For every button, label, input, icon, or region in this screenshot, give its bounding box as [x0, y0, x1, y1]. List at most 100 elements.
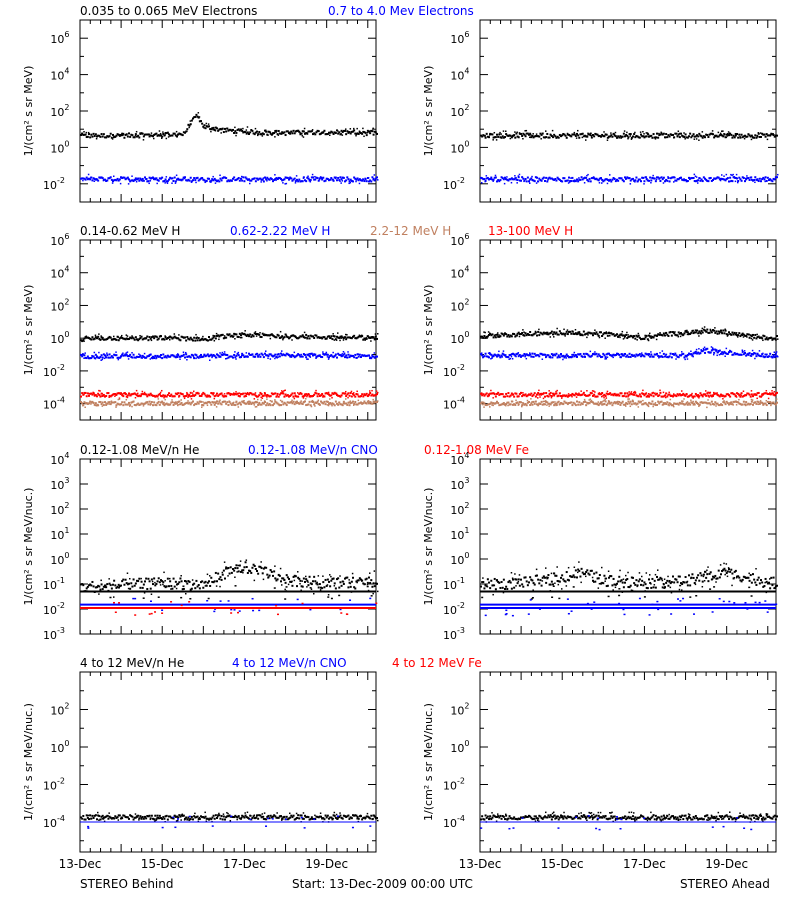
data-point	[344, 130, 346, 132]
data-point	[699, 352, 701, 354]
data-point	[91, 136, 93, 138]
data-point	[502, 393, 504, 395]
data-point	[725, 395, 727, 397]
data-point	[760, 355, 762, 357]
data-point	[106, 354, 108, 356]
data-point	[663, 353, 665, 355]
data-point	[594, 391, 596, 393]
data-point	[367, 132, 369, 134]
data-point	[640, 401, 642, 403]
data-point	[260, 561, 262, 563]
data-point	[303, 578, 305, 580]
data-point	[719, 395, 721, 397]
data-point	[208, 178, 210, 180]
data-point	[128, 183, 130, 185]
data-point	[101, 133, 103, 135]
data-point	[307, 403, 309, 405]
data-point	[309, 401, 311, 403]
data-point	[649, 333, 651, 335]
data-point	[260, 181, 262, 183]
data-point	[749, 394, 751, 396]
data-point	[263, 180, 265, 182]
data-point	[764, 181, 766, 183]
data-point	[192, 392, 194, 394]
data-point	[545, 130, 547, 132]
data-point	[634, 338, 636, 340]
data-point	[659, 180, 661, 182]
data-point	[303, 176, 305, 178]
data-point	[667, 177, 669, 179]
data-point	[311, 583, 313, 585]
data-point	[113, 596, 115, 598]
data-point	[758, 133, 760, 135]
data-point	[115, 354, 117, 356]
data-point	[354, 354, 356, 356]
data-point	[709, 332, 711, 334]
data-point	[555, 180, 557, 182]
data-point	[525, 135, 527, 137]
data-point	[710, 351, 712, 353]
data-point	[171, 135, 173, 137]
data-point	[231, 180, 233, 182]
data-point	[572, 331, 574, 333]
data-point	[766, 390, 768, 392]
data-point	[177, 392, 179, 394]
data-point	[565, 333, 567, 335]
data-point	[503, 130, 505, 132]
data-point	[626, 403, 628, 405]
data-point	[632, 400, 634, 402]
data-point	[372, 128, 374, 129]
data-point	[575, 404, 577, 406]
data-point	[102, 402, 104, 404]
data-point	[243, 400, 245, 402]
data-point	[535, 396, 537, 398]
data-point	[669, 135, 671, 137]
data-point	[129, 578, 131, 580]
data-point	[138, 180, 140, 182]
data-point	[162, 581, 164, 583]
data-point	[561, 180, 563, 182]
data-point	[640, 131, 642, 133]
data-point	[233, 132, 235, 134]
data-point	[565, 135, 567, 137]
data-point	[665, 137, 667, 139]
data-point	[606, 358, 608, 360]
data-point	[135, 179, 137, 181]
data-point	[518, 395, 520, 397]
data-point	[262, 397, 264, 399]
data-point	[591, 137, 593, 139]
data-point	[151, 593, 153, 595]
data-point	[330, 335, 332, 337]
data-point	[194, 587, 196, 589]
data-point	[254, 398, 256, 400]
data-point	[129, 588, 131, 590]
data-point	[314, 176, 316, 178]
data-point	[159, 130, 161, 132]
y-tick-label: 100	[450, 330, 469, 346]
data-point	[538, 390, 540, 392]
data-point	[500, 133, 502, 135]
data-point	[288, 578, 290, 580]
data-point	[281, 584, 283, 586]
data-point	[607, 356, 609, 358]
data-point	[567, 329, 569, 331]
data-point	[323, 586, 325, 588]
data-point	[84, 407, 86, 409]
data-point	[309, 576, 311, 578]
data-point	[98, 585, 100, 587]
data-point	[136, 181, 138, 183]
series-1	[80, 330, 379, 342]
data-point	[505, 405, 507, 407]
data-point	[330, 394, 332, 396]
data-point	[492, 397, 494, 399]
data-point	[375, 335, 377, 337]
data-point	[505, 333, 507, 335]
data-point	[361, 393, 363, 395]
data-point	[669, 180, 671, 182]
data-point	[599, 337, 601, 339]
data-point	[269, 575, 271, 577]
data-point	[235, 132, 237, 134]
data-point	[151, 578, 153, 580]
data-point	[643, 183, 645, 185]
data-point	[510, 138, 512, 140]
